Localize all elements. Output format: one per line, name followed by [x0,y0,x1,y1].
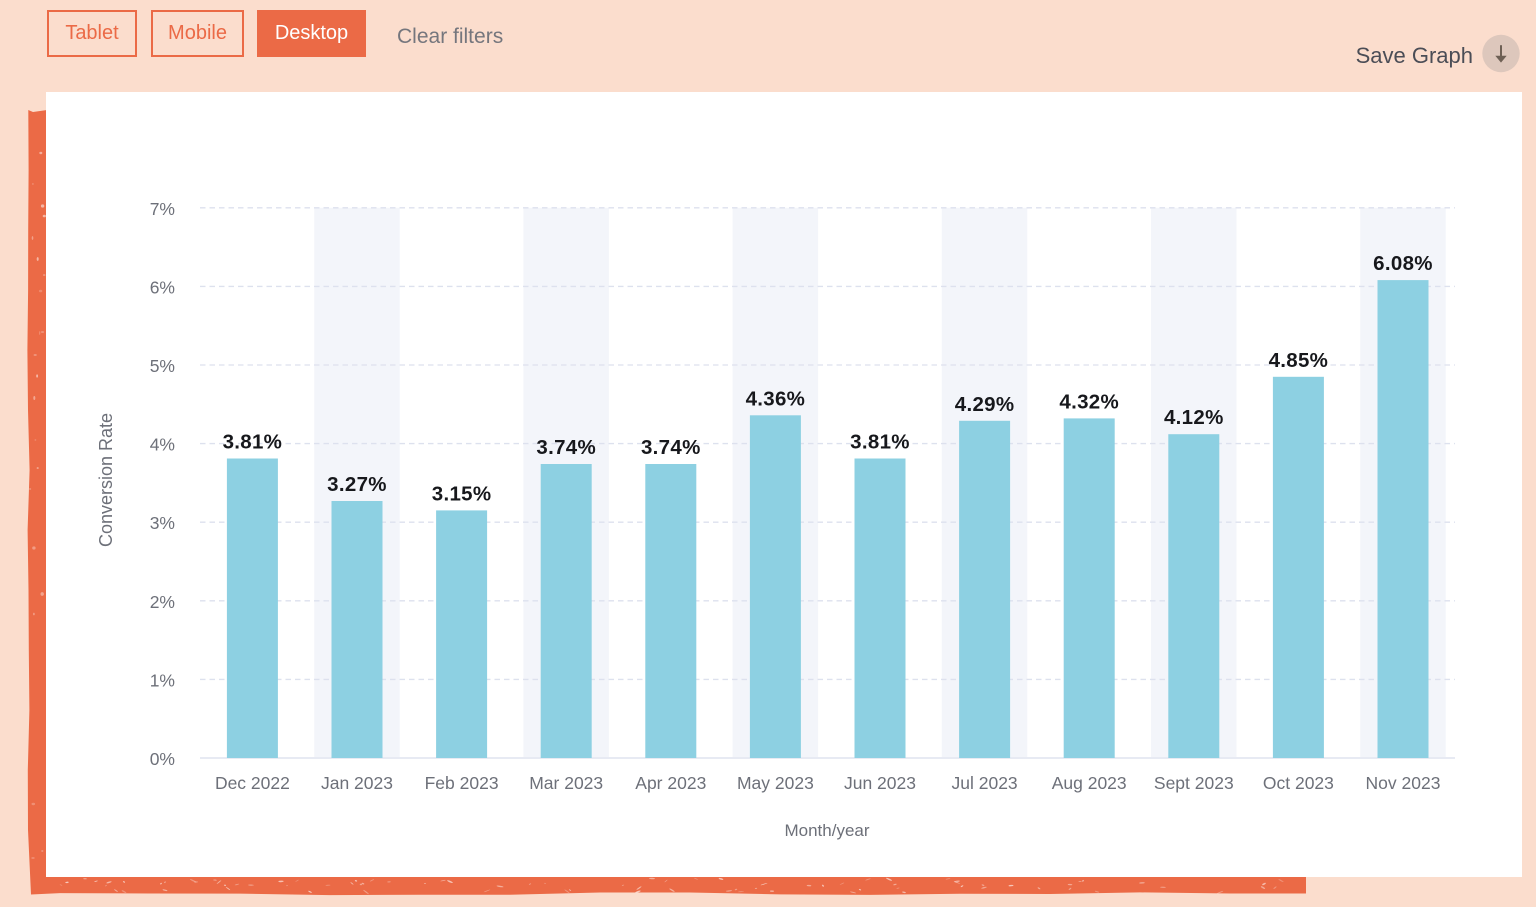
svg-text:4.32%: 4.32% [1059,390,1119,413]
svg-text:Month/year: Month/year [784,821,869,840]
svg-text:Nov 2023: Nov 2023 [1366,773,1441,793]
svg-text:5%: 5% [150,356,175,376]
svg-text:1%: 1% [150,670,175,690]
svg-text:Feb 2023: Feb 2023 [425,773,499,793]
svg-text:Jul 2023: Jul 2023 [952,773,1018,793]
svg-text:3.15%: 3.15% [432,482,492,505]
svg-text:Sept 2023: Sept 2023 [1154,773,1234,793]
svg-text:6%: 6% [150,277,175,297]
svg-text:4.85%: 4.85% [1269,349,1329,372]
svg-text:0%: 0% [150,749,175,769]
svg-text:3.74%: 3.74% [641,436,701,459]
svg-text:4.36%: 4.36% [746,387,806,410]
svg-text:2%: 2% [150,592,175,612]
svg-text:6.08%: 6.08% [1373,252,1433,275]
svg-text:Dec 2022: Dec 2022 [215,773,290,793]
svg-text:Aug 2023: Aug 2023 [1052,773,1127,793]
svg-text:Conversion Rate: Conversion Rate [96,413,116,547]
svg-text:4%: 4% [150,435,175,455]
svg-text:4.29%: 4.29% [955,393,1015,416]
svg-text:Oct 2023: Oct 2023 [1263,773,1334,793]
svg-text:3.74%: 3.74% [536,436,596,459]
svg-text:7%: 7% [150,199,175,219]
svg-text:3.81%: 3.81% [850,431,910,454]
svg-text:May 2023: May 2023 [737,773,814,793]
svg-text:Apr 2023: Apr 2023 [635,773,706,793]
svg-text:3.27%: 3.27% [327,473,387,496]
svg-text:Mar 2023: Mar 2023 [529,773,603,793]
svg-text:Jun 2023: Jun 2023 [844,773,916,793]
svg-text:4.12%: 4.12% [1164,406,1224,429]
svg-text:3%: 3% [150,513,175,533]
svg-text:Jan 2023: Jan 2023 [321,773,393,793]
svg-text:3.81%: 3.81% [223,431,283,454]
